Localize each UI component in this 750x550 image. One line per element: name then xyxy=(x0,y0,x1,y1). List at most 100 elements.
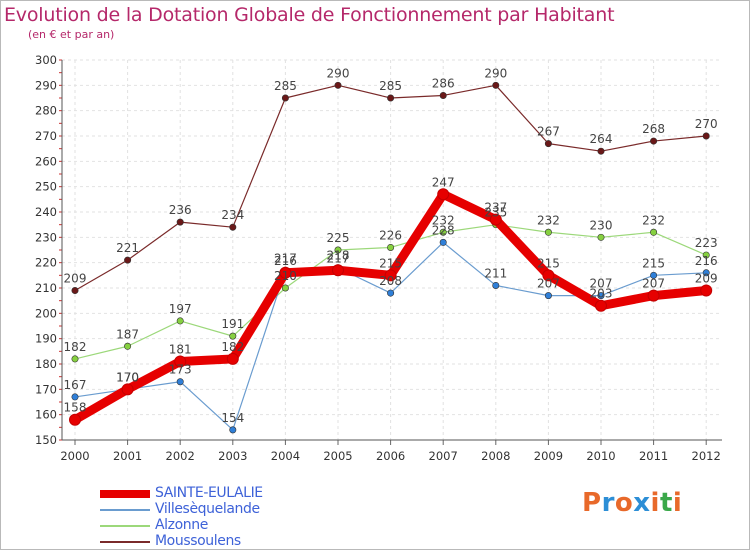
data-label: 290 xyxy=(484,66,507,80)
legend-swatch xyxy=(100,490,150,498)
data-label: 187 xyxy=(116,327,139,341)
data-label: 232 xyxy=(432,213,455,227)
y-tick-label: 270 xyxy=(35,129,57,143)
data-point xyxy=(439,91,447,99)
data-point xyxy=(71,287,79,295)
x-tick-label: 2010 xyxy=(586,449,615,463)
data-point xyxy=(544,228,552,236)
data-point xyxy=(387,243,395,251)
y-tick-label: 160 xyxy=(35,408,57,422)
data-point xyxy=(176,218,184,226)
y-tick-label: 300 xyxy=(35,53,57,67)
data-point xyxy=(334,81,342,89)
data-label: 211 xyxy=(484,266,507,280)
legend-swatch xyxy=(100,525,150,527)
data-label: 228 xyxy=(432,223,455,237)
data-point xyxy=(650,228,658,236)
data-label: 215 xyxy=(379,256,402,270)
x-tick-label: 2003 xyxy=(218,449,247,463)
legend-label: Villesèquelande xyxy=(155,501,260,517)
data-label: 182 xyxy=(64,340,87,354)
data-label: 197 xyxy=(169,302,192,316)
data-point xyxy=(69,413,81,426)
data-label: 218 xyxy=(327,249,350,263)
data-label: 267 xyxy=(537,125,560,139)
data-label: 170 xyxy=(116,370,139,384)
y-tick-label: 280 xyxy=(35,104,57,118)
y-tick-label: 290 xyxy=(35,78,57,92)
data-point xyxy=(650,137,658,145)
data-point xyxy=(174,355,187,368)
data-point xyxy=(332,264,344,277)
data-label: 207 xyxy=(642,277,665,291)
data-label: 217 xyxy=(327,251,350,265)
data-point xyxy=(597,292,605,300)
data-point xyxy=(229,332,237,340)
data-point xyxy=(176,378,184,386)
y-tick-label: 200 xyxy=(35,306,57,320)
y-tick-label: 260 xyxy=(35,154,57,168)
logo-letter: r xyxy=(601,488,615,518)
y-tick-label: 230 xyxy=(35,230,57,244)
data-label: 158 xyxy=(64,401,87,415)
data-point xyxy=(281,94,289,102)
data-label: 207 xyxy=(590,277,613,291)
data-label: 173 xyxy=(169,363,192,377)
data-point xyxy=(439,228,447,236)
x-tick-label: 2012 xyxy=(692,449,721,463)
data-label: 230 xyxy=(590,218,613,232)
data-label: 167 xyxy=(64,378,87,392)
logo-letter: P xyxy=(582,488,602,518)
data-point xyxy=(71,393,79,401)
data-point xyxy=(702,269,710,277)
data-point xyxy=(387,94,395,102)
data-label: 232 xyxy=(537,213,560,227)
data-label: 285 xyxy=(379,79,402,93)
proxiti-logo: Proxiti xyxy=(582,488,682,518)
data-point xyxy=(700,284,713,297)
data-label: 226 xyxy=(379,228,402,242)
data-label: 237 xyxy=(484,201,507,215)
chart-subtitle: (en € et par an) xyxy=(28,28,115,41)
data-point xyxy=(647,289,660,302)
data-label: 209 xyxy=(695,272,718,286)
legend-label: Alzonne xyxy=(155,517,208,533)
data-point xyxy=(702,132,710,140)
data-point xyxy=(121,383,134,396)
data-point xyxy=(437,188,450,201)
data-label: 223 xyxy=(695,236,718,250)
data-label: 247 xyxy=(432,175,455,189)
data-point xyxy=(439,238,447,246)
data-point xyxy=(595,299,607,312)
data-label: 216 xyxy=(274,254,297,268)
data-label: 268 xyxy=(642,122,665,136)
x-tick-label: 2001 xyxy=(113,449,142,463)
data-label: 270 xyxy=(695,117,718,131)
y-tick-label: 190 xyxy=(35,332,57,346)
y-tick-label: 240 xyxy=(35,205,57,219)
data-label: 170 xyxy=(116,370,139,384)
data-point xyxy=(492,281,500,289)
data-point xyxy=(71,355,79,363)
x-tick-label: 2004 xyxy=(271,449,300,463)
data-label: 209 xyxy=(64,272,87,286)
x-tick-label: 2000 xyxy=(60,449,89,463)
data-label: 264 xyxy=(590,132,613,146)
data-point xyxy=(542,269,555,282)
logo-letter: i xyxy=(650,488,660,518)
data-point xyxy=(489,213,502,226)
data-label: 154 xyxy=(221,411,244,425)
data-label: 208 xyxy=(379,274,402,288)
data-point xyxy=(387,289,395,297)
data-label: 215 xyxy=(537,256,560,270)
x-tick-label: 2007 xyxy=(429,449,458,463)
data-point xyxy=(281,284,289,292)
y-tick-label: 210 xyxy=(35,281,57,295)
data-label: 232 xyxy=(642,213,665,227)
data-label: 216 xyxy=(695,254,718,268)
logo-letter: o xyxy=(614,488,634,518)
data-point xyxy=(544,140,552,148)
data-label: 203 xyxy=(590,287,613,301)
legend-swatch xyxy=(100,541,150,543)
